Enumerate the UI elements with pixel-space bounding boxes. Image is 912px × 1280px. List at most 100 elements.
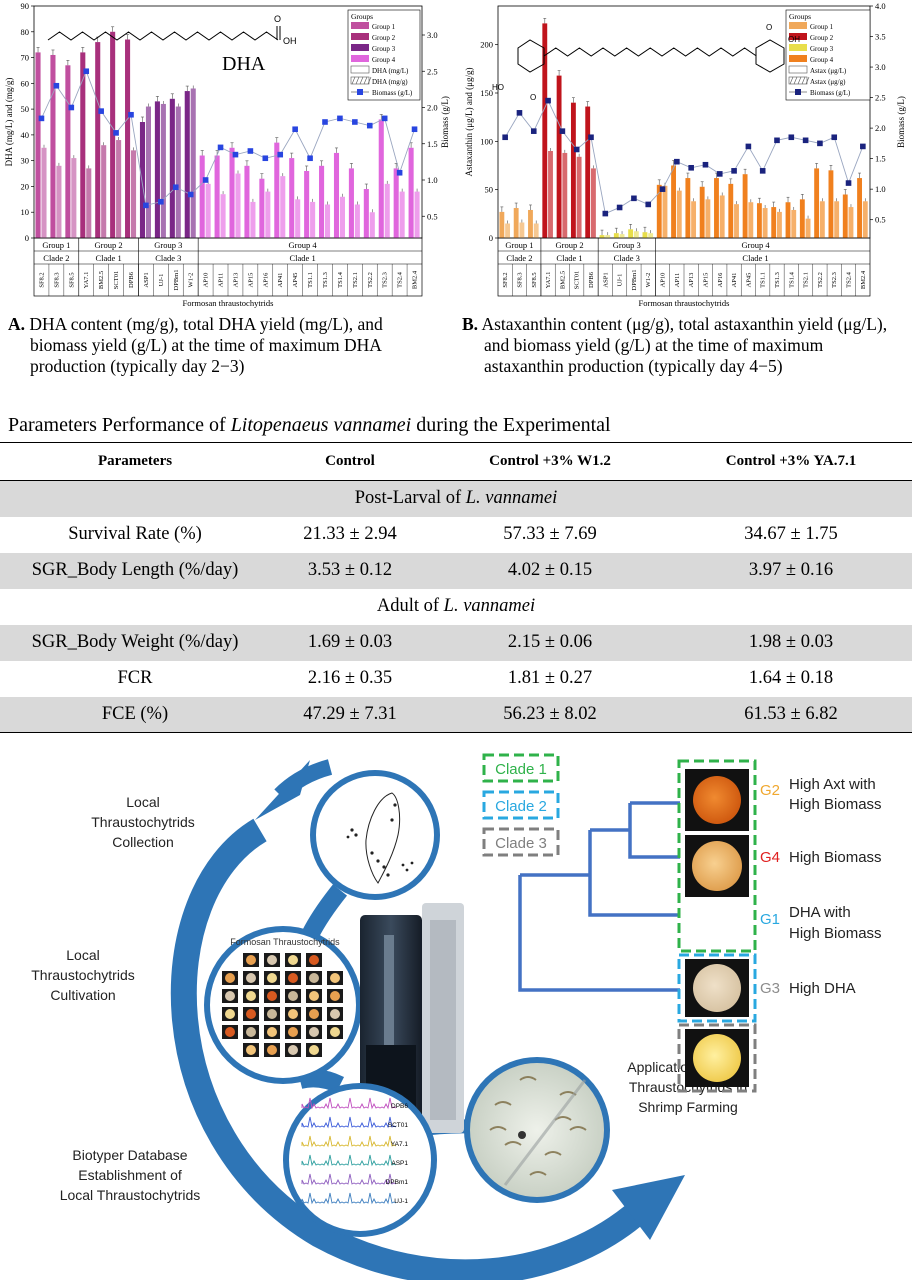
- colony-thumb: [288, 1009, 298, 1019]
- param-cell: SGR_Body Weight (%/day): [0, 624, 270, 661]
- category-label: TS2.3: [382, 272, 389, 288]
- y2-tick-label: 3.0: [427, 30, 438, 40]
- category-label: TS2.4: [397, 271, 404, 287]
- clade1-colony-box: [677, 759, 757, 953]
- table-header-row: Parameters Control Control +3% W1.2 Cont…: [0, 442, 912, 481]
- bar-content: [339, 196, 345, 238]
- category-label: TS2.2: [367, 272, 374, 288]
- colony-thumb: [225, 973, 235, 983]
- graphical-abstract: Formosan Thraustochytrids DPB6 SCT01 YA7.1…: [0, 735, 912, 1280]
- bar-total: [199, 155, 205, 238]
- control-cell: 21.33 ± 2.94: [303, 524, 397, 544]
- category-label: DPBm1: [631, 270, 638, 291]
- bar-total: [756, 203, 762, 238]
- spectrum-label: YA7.1: [391, 1141, 409, 1148]
- biomass-point: [731, 168, 737, 174]
- colony-thumb: [288, 973, 298, 983]
- colony-thumb: [267, 1027, 277, 1037]
- category-label: ASP1: [143, 272, 150, 287]
- spectrum-trace: [301, 1135, 397, 1148]
- colony-thumb: [267, 973, 277, 983]
- astax-ho: HO: [492, 83, 504, 92]
- biomass-point: [366, 122, 373, 129]
- legend-item: Astax (μg/g): [810, 78, 846, 86]
- bar-total: [513, 208, 519, 238]
- astax-oh: OH: [788, 35, 800, 44]
- astaxanthin-chart-svg: 0 50 100 150 200 0.5 1.0 1.5 2.0 2.5 3.0 3.5 4.0 Asta…: [464, 1, 906, 308]
- biomass-point: [98, 108, 104, 114]
- bar-content: [505, 223, 511, 238]
- caption-a: A. DHA content (mg/g), total DHA yield (…: [8, 314, 444, 377]
- w12-cell: 56.23 ± 8.02: [430, 696, 670, 733]
- biomass-point: [530, 128, 537, 134]
- biomass-point: [396, 169, 403, 176]
- y2-axis-label: Biomass (g/L): [440, 96, 450, 148]
- category-label: AP41: [277, 273, 284, 288]
- table-title-prefix: Parameters Performance of: [8, 414, 231, 436]
- category-label: SF8.2: [502, 272, 509, 287]
- astax-o-left: O: [530, 93, 536, 102]
- legend-swatch: [351, 44, 369, 51]
- colony-thumb: [267, 955, 277, 965]
- control-cell: 2.16 ± 0.35: [307, 668, 393, 688]
- step2-line2: Thraustochytrids: [31, 967, 134, 983]
- bar-total: [139, 122, 146, 238]
- category-label: AP11: [218, 273, 225, 288]
- bar-total: [628, 229, 634, 238]
- clade2-label: Clade 2: [495, 798, 547, 815]
- category-label: AP10: [203, 273, 210, 288]
- legend-item: Group 3: [810, 45, 834, 53]
- bar-total: [499, 211, 505, 238]
- bar-content: [160, 103, 166, 238]
- param-cell: SGR_Body Length (%/day): [0, 552, 270, 589]
- clade-label: Clade 2: [43, 253, 69, 263]
- step1-line2: Thraustochytrids: [91, 814, 194, 830]
- spectrum-label: SCT01: [388, 1122, 409, 1129]
- y-tick-label: 90: [21, 1, 30, 11]
- category-label: AP16: [262, 272, 269, 288]
- colony-thumb: [288, 1027, 298, 1037]
- bar-content: [676, 190, 682, 238]
- dha-oh: OH: [283, 36, 297, 46]
- legend-item: Group 1: [372, 23, 396, 31]
- caption-b: B. Astaxanthin content (μg/g), total ast…: [462, 314, 900, 377]
- biomass-point: [545, 97, 551, 104]
- bar-total: [408, 147, 414, 238]
- category-label: TS2.4: [846, 271, 853, 287]
- colony-thumb: [246, 991, 256, 1001]
- category-label: YA7.1: [83, 272, 90, 289]
- biomass-point: [337, 115, 343, 122]
- w12-cell: 4.02 ± 0.15: [430, 552, 670, 589]
- y-tick-label: 150: [480, 88, 493, 98]
- param-cell: FCR: [117, 668, 153, 688]
- category-label: TS2.1: [803, 272, 810, 288]
- shrimp-photo-circle: [464, 1057, 610, 1203]
- bar-content: [762, 208, 768, 238]
- colony-thumb: [309, 973, 319, 983]
- y-tick-label: 50: [485, 185, 494, 195]
- bar-total: [671, 165, 676, 238]
- dha-molecule: OH O DHA: [47, 14, 297, 75]
- biomass-point: [381, 115, 388, 122]
- legend-item: Group 2: [810, 34, 834, 42]
- hatch: [801, 76, 806, 85]
- bar-total: [110, 31, 116, 239]
- x-axis-label: Formosan thraustochytrids: [639, 298, 730, 308]
- bar-content: [862, 201, 868, 238]
- section-post-larval: Post-Larval of L. vannamei: [0, 480, 912, 517]
- section-post-prefix: Post-Larval of: [354, 488, 466, 509]
- group-label: Group 4: [741, 240, 770, 250]
- bar-total: [393, 168, 399, 238]
- param-cell: Survival Rate (%): [68, 524, 202, 544]
- biomass-point: [645, 201, 652, 208]
- bar-content: [533, 223, 539, 238]
- biomass-point: [831, 134, 838, 141]
- colony-thumb: [225, 1027, 235, 1037]
- bar-total: [799, 199, 805, 238]
- cycle-arrow: [170, 818, 649, 1280]
- bar-content: [86, 168, 92, 238]
- colony-thumb: [288, 955, 298, 965]
- legend-swatch: [788, 65, 808, 74]
- clade-label: Clade 3: [155, 253, 181, 263]
- section-row-post-larval: Post-Larval of L. vannamei: [0, 480, 912, 517]
